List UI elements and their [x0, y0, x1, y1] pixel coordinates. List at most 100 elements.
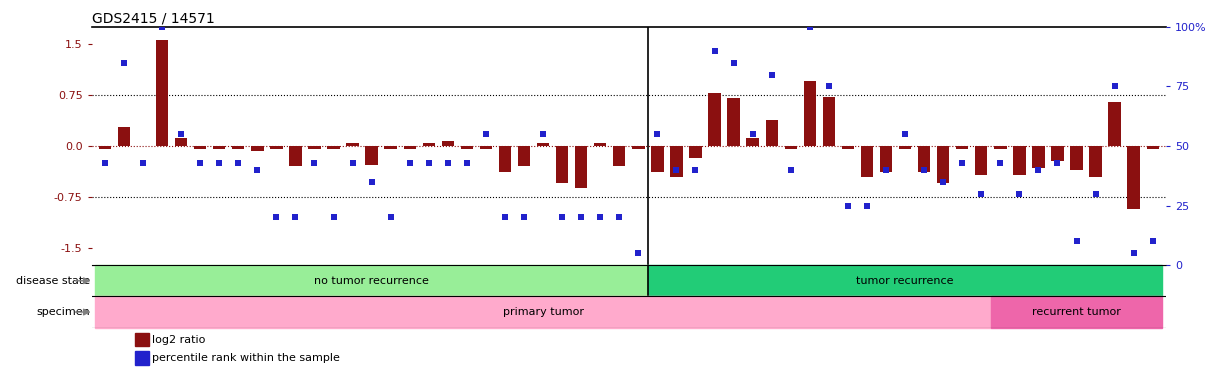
Point [915, 167, 934, 173]
Text: disease state: disease state [16, 276, 90, 286]
Point [972, 190, 991, 197]
Point [1143, 238, 1162, 244]
Text: specimen: specimen [37, 307, 90, 317]
Point [705, 48, 724, 54]
Point [857, 202, 877, 209]
Point [1123, 250, 1143, 256]
Bar [327, 146, 339, 149]
Point [667, 167, 686, 173]
Point [133, 160, 153, 166]
Bar [252, 146, 264, 151]
Bar [499, 146, 512, 172]
Text: percentile rank within the sample: percentile rank within the sample [151, 353, 339, 363]
Bar [632, 146, 645, 149]
Point [171, 131, 190, 137]
Point [438, 160, 458, 166]
Point [877, 167, 896, 173]
Bar [518, 146, 530, 166]
Point [115, 60, 134, 66]
Bar [976, 146, 988, 175]
Point [153, 24, 172, 30]
Point [800, 24, 819, 30]
Bar [442, 141, 454, 146]
Point [190, 160, 210, 166]
Bar [232, 146, 244, 149]
Bar [690, 146, 702, 158]
Bar [918, 146, 930, 172]
Bar [728, 98, 740, 146]
Bar [880, 146, 893, 172]
Bar [1013, 146, 1026, 175]
Bar [651, 146, 663, 172]
Point [990, 160, 1010, 166]
Bar [823, 97, 835, 146]
Bar [861, 146, 873, 177]
Point [496, 214, 515, 220]
Bar [766, 120, 778, 146]
Point [286, 214, 305, 220]
Bar [937, 146, 950, 184]
Bar [1051, 146, 1063, 161]
Bar [841, 146, 855, 149]
Text: recurrent tumor: recurrent tumor [1032, 307, 1121, 317]
Text: GDS2415 / 14571: GDS2415 / 14571 [92, 12, 215, 26]
Point [210, 160, 230, 166]
Bar [134, 333, 149, 346]
Point [952, 160, 972, 166]
Point [609, 214, 629, 220]
Bar [134, 351, 149, 364]
Point [305, 160, 325, 166]
Bar [1109, 102, 1121, 146]
Point [1105, 83, 1125, 89]
Bar [899, 146, 911, 149]
Bar [994, 146, 1006, 149]
Bar [308, 146, 321, 149]
Bar [1127, 146, 1140, 209]
Point [400, 160, 420, 166]
Text: primary tumor: primary tumor [503, 307, 584, 317]
Bar [708, 93, 720, 146]
Bar [385, 146, 397, 149]
Bar [670, 146, 683, 177]
Point [457, 160, 476, 166]
Point [1085, 190, 1105, 197]
Bar [1071, 146, 1083, 170]
Bar [746, 138, 758, 146]
Point [895, 131, 915, 137]
Bar [803, 81, 816, 146]
Point [838, 202, 857, 209]
Bar [1147, 146, 1159, 149]
Bar [117, 127, 131, 146]
Bar [785, 146, 797, 149]
Point [819, 83, 839, 89]
Point [1028, 167, 1048, 173]
Bar [99, 146, 111, 149]
Bar [648, 265, 1162, 296]
Point [343, 160, 363, 166]
Point [324, 214, 343, 220]
Bar [556, 146, 568, 184]
Point [266, 214, 286, 220]
Bar [95, 296, 990, 328]
Point [781, 167, 801, 173]
Point [381, 214, 400, 220]
Point [686, 167, 706, 173]
Bar [156, 40, 168, 146]
Bar [613, 146, 625, 166]
Bar [595, 142, 607, 146]
Bar [480, 146, 492, 149]
Bar [270, 146, 282, 149]
Point [419, 160, 438, 166]
Bar [175, 138, 187, 146]
Bar [1032, 146, 1045, 168]
Point [647, 131, 667, 137]
Bar [1089, 146, 1101, 177]
Text: tumor recurrence: tumor recurrence [856, 276, 954, 286]
Bar [289, 146, 302, 166]
Point [762, 71, 781, 78]
Point [1067, 238, 1087, 244]
Point [1010, 190, 1029, 197]
Bar [422, 142, 435, 146]
Point [571, 214, 591, 220]
Point [724, 60, 744, 66]
